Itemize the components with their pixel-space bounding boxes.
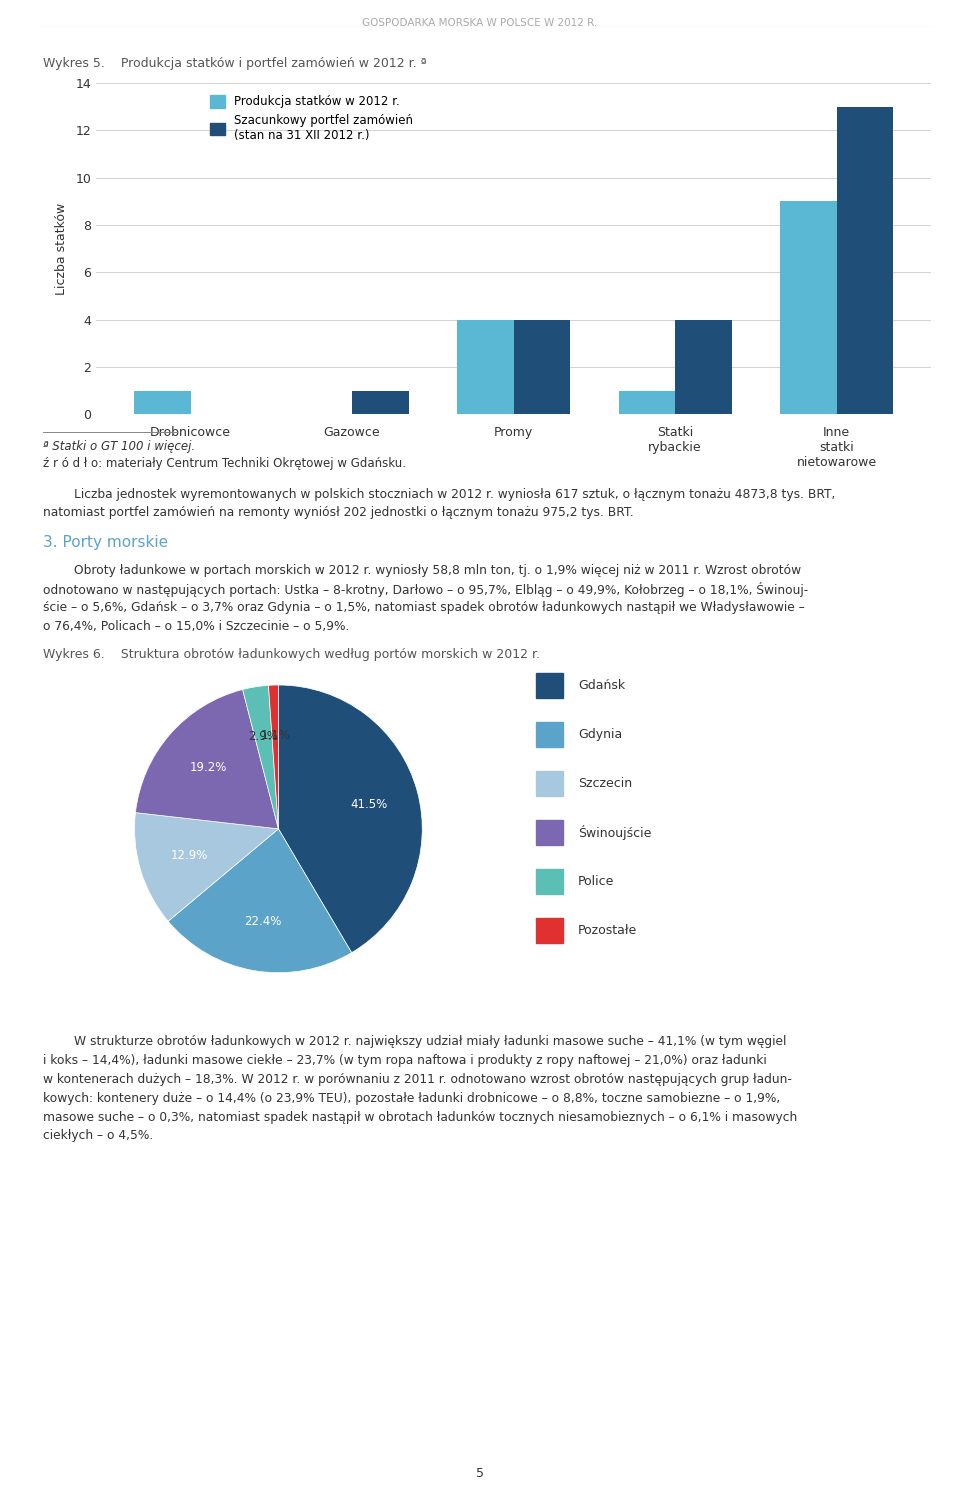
Bar [837, 107, 893, 414]
Text: Wykres 6.    Struktura obrotów ładunkowych według portów morskich w 2012 r.: Wykres 6. Struktura obrotów ładunkowych … [43, 648, 540, 662]
Text: 12.9%: 12.9% [170, 850, 207, 862]
Text: 22.4%: 22.4% [244, 915, 281, 927]
Bar [536, 820, 563, 845]
Wedge shape [269, 686, 278, 829]
Text: ście – o 5,6%, Gdańsk – o 3,7% oraz Gdynia – o 1,5%, natomiast spadek obrotów ła: ście – o 5,6%, Gdańsk – o 3,7% oraz Gdyn… [43, 601, 804, 615]
Bar [780, 202, 837, 414]
Bar [536, 770, 563, 796]
Text: ź r ó d ł o: materiały Centrum Techniki Okrętowej w Gdańsku.: ź r ó d ł o: materiały Centrum Techniki … [43, 457, 406, 470]
Text: Pozostałe: Pozostałe [578, 924, 637, 937]
Bar [457, 319, 514, 414]
Text: GOSPODARKA MORSKA W POLSCE W 2012 R.: GOSPODARKA MORSKA W POLSCE W 2012 R. [362, 18, 598, 29]
Text: o 76,4%, Policach – o 15,0% i Szczecinie – o 5,9%.: o 76,4%, Policach – o 15,0% i Szczecinie… [43, 621, 349, 633]
Text: 5: 5 [476, 1466, 484, 1480]
Text: masowe suche – o 0,3%, natomiast spadek nastąpił w obrotach ładunków tocznych ni: masowe suche – o 0,3%, natomiast spadek … [43, 1111, 798, 1124]
Text: kowych: kontenery duże – o 14,4% (o 23,9% TEU), pozostałe ładunki drobnicowe – o: kowych: kontenery duże – o 14,4% (o 23,9… [43, 1091, 780, 1105]
Text: 3. Porty morskie: 3. Porty morskie [43, 535, 168, 550]
Bar [514, 319, 570, 414]
Wedge shape [168, 829, 351, 972]
Text: Świnoujście: Świnoujście [578, 824, 651, 839]
Wedge shape [135, 690, 278, 829]
Text: Wykres 5.    Produkcja statków i portfel zamówień w 2012 r. ª: Wykres 5. Produkcja statków i portfel za… [43, 57, 427, 71]
Text: odnotowano w następujących portach: Ustka – 8-krotny, Darłowo – o 95,7%, Elbląg : odnotowano w następujących portach: Ustk… [43, 582, 808, 597]
Bar [536, 722, 563, 747]
Text: Liczba jednostek wyremontowanych w polskich stoczniach w 2012 r. wyniosła 617 sz: Liczba jednostek wyremontowanych w polsk… [43, 488, 835, 502]
Y-axis label: Liczba statków: Liczba statków [56, 202, 68, 295]
Text: Szczecin: Szczecin [578, 776, 632, 790]
Text: Gdańsk: Gdańsk [578, 678, 625, 692]
Bar [675, 319, 732, 414]
Bar [134, 390, 190, 414]
Bar [536, 918, 563, 943]
Bar [536, 868, 563, 894]
Text: i koks – 14,4%), ładunki masowe ciekłe – 23,7% (w tym ropa naftowa i produkty z : i koks – 14,4%), ładunki masowe ciekłe –… [43, 1055, 767, 1067]
Text: 2.9%: 2.9% [249, 729, 278, 743]
Text: ciekłych – o 4,5%.: ciekłych – o 4,5%. [43, 1130, 154, 1142]
Bar [618, 390, 675, 414]
Text: Gdynia: Gdynia [578, 728, 622, 741]
Wedge shape [243, 686, 278, 829]
Text: w kontenerach dużych – 18,3%. W 2012 r. w porównaniu z 2011 r. odnotowano wzrost: w kontenerach dużych – 18,3%. W 2012 r. … [43, 1073, 792, 1087]
Bar [536, 672, 563, 698]
Text: 19.2%: 19.2% [189, 761, 227, 775]
Text: 1.1%: 1.1% [260, 729, 290, 741]
Text: 41.5%: 41.5% [350, 797, 387, 811]
Wedge shape [134, 812, 278, 921]
Legend: Produkcja statków w 2012 r., Szacunkowy portfel zamówień
(stan na 31 XII 2012 r.: Produkcja statków w 2012 r., Szacunkowy … [210, 95, 413, 142]
Text: natomiast portfel zamówień na remonty wyniósł 202 jednostki o łącznym tonażu 975: natomiast portfel zamówień na remonty wy… [43, 506, 634, 520]
Bar [352, 390, 409, 414]
Text: ª Statki o GT 100 i więcej.: ª Statki o GT 100 i więcej. [43, 440, 195, 454]
Text: Police: Police [578, 876, 614, 888]
Text: Obroty ładunkowe w portach morskich w 2012 r. wyniosły 58,8 mln ton, tj. o 1,9% : Obroty ładunkowe w portach morskich w 20… [43, 564, 802, 577]
Wedge shape [278, 686, 422, 952]
Text: W strukturze obrotów ładunkowych w 2012 r. największy udział miały ładunki masow: W strukturze obrotów ładunkowych w 2012 … [43, 1035, 786, 1049]
